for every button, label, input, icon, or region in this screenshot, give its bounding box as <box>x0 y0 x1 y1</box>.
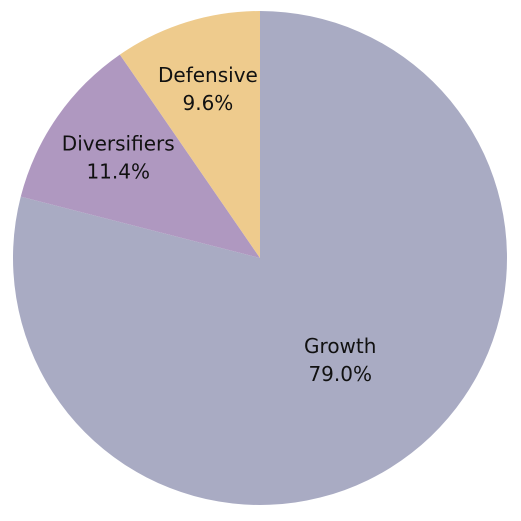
slice-label-defensive: Defensive <box>158 63 258 87</box>
slice-percent-diversifiers: 11.4% <box>86 160 150 184</box>
slice-percent-defensive: 9.6% <box>183 91 234 115</box>
pie-slice-diversifiers <box>20 54 260 258</box>
pie-labels: Growth 79.0% Diversifiers 11.4% Defensive 9.6… <box>62 63 377 386</box>
slice-percent-growth: 79.0% <box>308 362 372 386</box>
pie-slices <box>13 11 507 505</box>
slice-label-growth: Growth <box>304 334 376 358</box>
pie-slice-defensive <box>119 11 260 258</box>
slice-label-diversifiers: Diversifiers <box>62 132 175 156</box>
